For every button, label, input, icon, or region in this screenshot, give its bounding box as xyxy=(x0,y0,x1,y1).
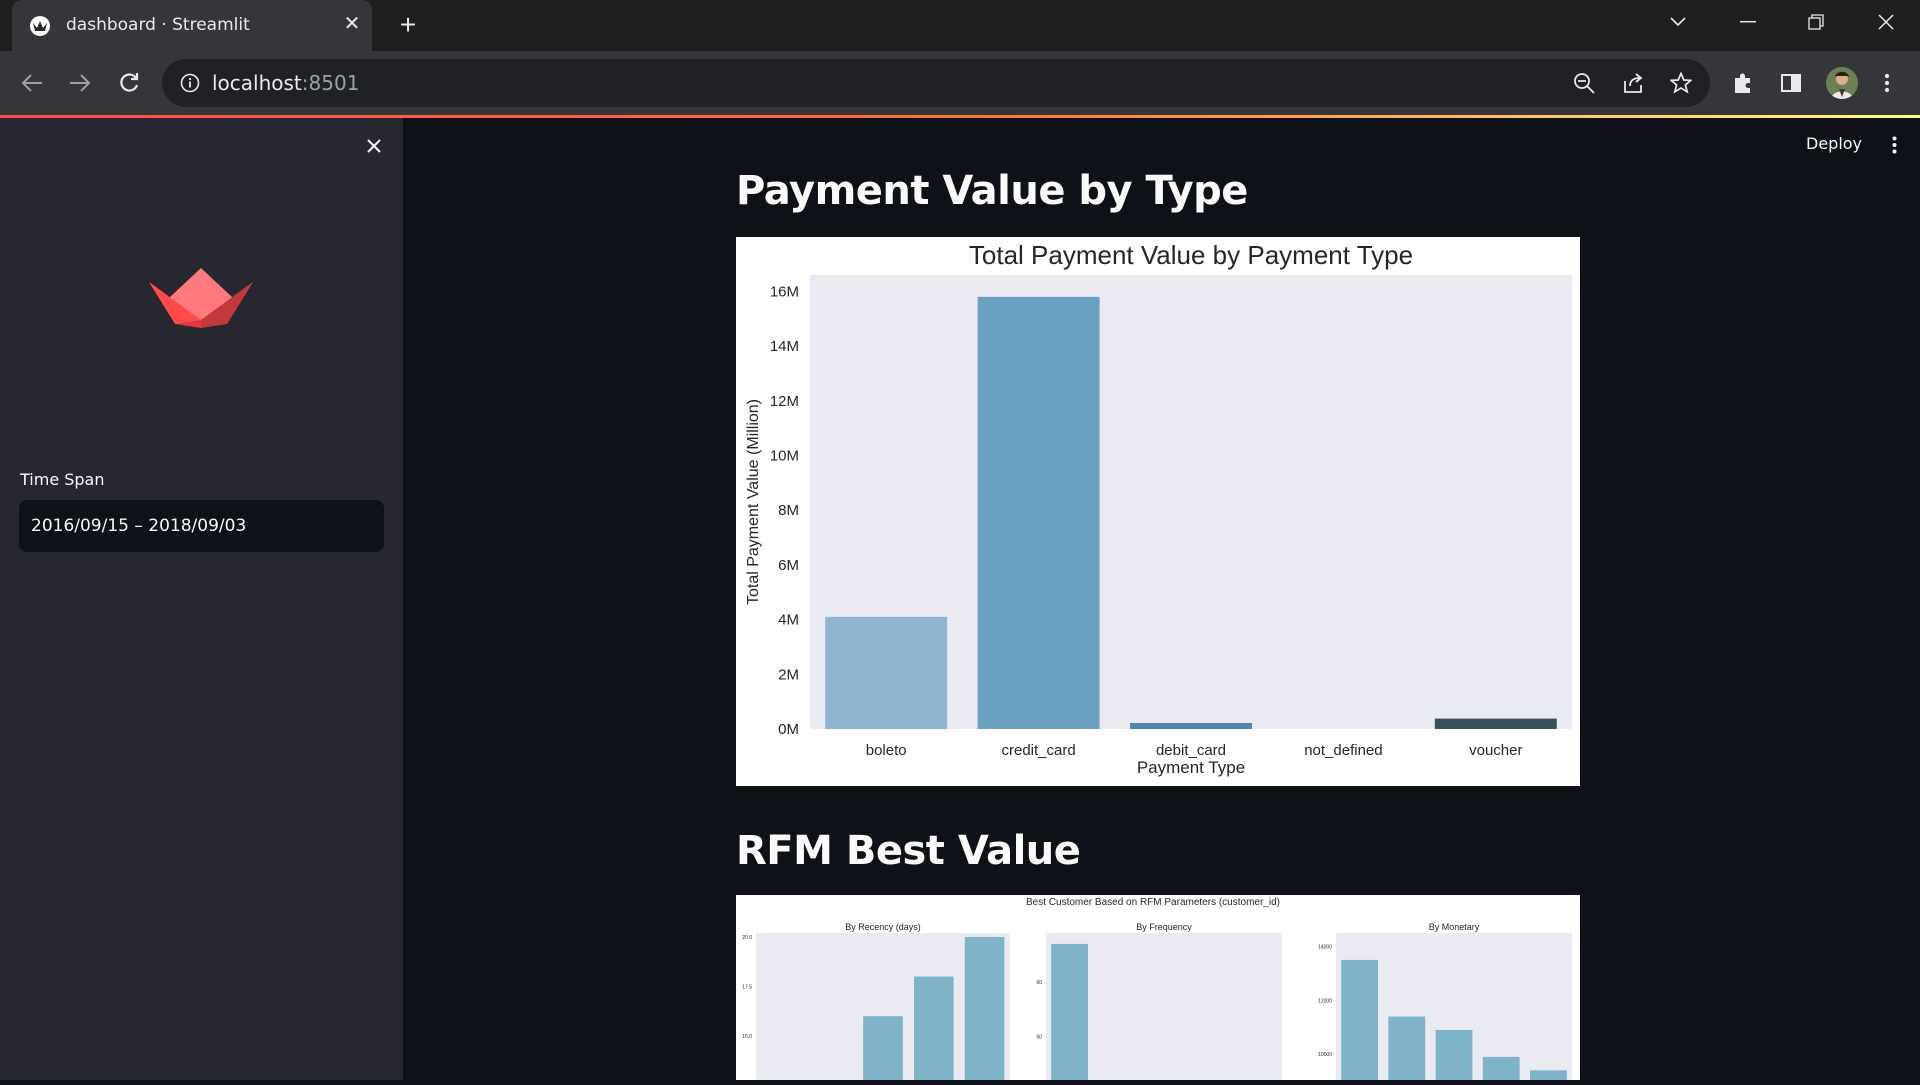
rfm-chart-title: Best Customer Based on RFM Parameters (c… xyxy=(1026,897,1280,908)
y-tick-label: 8M xyxy=(778,502,799,519)
section-title-rfm: RFM Best Value xyxy=(736,828,1081,874)
x-axis-label: Payment Type xyxy=(1137,758,1245,777)
sidebar: Time Span 2016/09/15 – 2018/09/03 xyxy=(0,118,403,1080)
y-tick-label: 14M xyxy=(770,338,799,355)
streamlit-favicon-icon xyxy=(30,16,50,36)
rfm-y-tick-label: 20.0 xyxy=(742,935,752,941)
tab-close-icon[interactable]: ✕ xyxy=(343,13,361,35)
payment-value-bar-chart: Total Payment Value by Payment Type Tota… xyxy=(745,240,1572,777)
bar-voucher xyxy=(1434,718,1557,729)
side-panel-icon[interactable] xyxy=(1779,71,1803,95)
y-tick-label: 16M xyxy=(770,283,799,300)
rfm-y-tick-label: 17.5 xyxy=(742,984,752,990)
bar-credit_card xyxy=(977,296,1100,729)
x-tick-label: voucher xyxy=(1469,742,1522,759)
browser-tab-strip: dashboard · Streamlit ✕ + xyxy=(0,0,1920,51)
rfm-y-tick-label: 10000 xyxy=(1318,1052,1332,1058)
browser-tab[interactable]: dashboard · Streamlit ✕ xyxy=(12,0,372,51)
extensions-puzzle-icon[interactable] xyxy=(1731,71,1755,95)
url-port: :8501 xyxy=(301,71,360,95)
forward-arrow-icon[interactable] xyxy=(64,67,96,99)
streamlit-logo-icon xyxy=(149,268,253,340)
rfm-bar xyxy=(1482,1056,1520,1080)
address-bar[interactable]: localhost:8501 xyxy=(162,59,1710,107)
rfm-bar xyxy=(1341,959,1379,1080)
minimize-button[interactable] xyxy=(1720,0,1776,44)
header-decoration-bar xyxy=(0,115,1920,118)
rfm-chart: Best Customer Based on RFM Parameters (c… xyxy=(736,895,1580,1085)
y-axis-label: Total Payment Value (Million) xyxy=(745,399,762,605)
rfm-bar-charts: Best Customer Based on RFM Parameters (c… xyxy=(742,897,1572,1085)
url-host: localhost xyxy=(212,71,302,95)
y-tick-label: 4M xyxy=(778,612,799,629)
rfm-y-tick-label: 12000 xyxy=(1318,998,1332,1004)
time-span-value: 2016/09/15 – 2018/09/03 xyxy=(31,516,247,536)
reload-icon[interactable] xyxy=(113,67,145,99)
tab-title: dashboard · Streamlit xyxy=(66,15,250,35)
profile-avatar[interactable] xyxy=(1826,67,1858,99)
x-tick-label: debit_card xyxy=(1156,742,1226,759)
new-tab-button[interactable]: + xyxy=(399,9,417,40)
chart-title: Total Payment Value by Payment Type xyxy=(969,240,1413,270)
zoom-out-icon[interactable] xyxy=(1572,71,1596,95)
x-tick-label: credit_card xyxy=(1001,742,1075,759)
rfm-subplot-title: By Frequency xyxy=(1136,922,1192,932)
payment-value-chart: Total Payment Value by Payment Type Tota… xyxy=(736,237,1580,786)
section-title-payment-value: Payment Value by Type xyxy=(736,168,1248,214)
site-info-icon[interactable] xyxy=(180,73,200,93)
x-tick-label: not_defined xyxy=(1304,742,1382,759)
time-span-date-input[interactable]: 2016/09/15 – 2018/09/03 xyxy=(19,500,384,552)
rfm-y-tick-label: 14000 xyxy=(1318,944,1332,950)
rfm-subplot-title: By Recency (days) xyxy=(845,922,921,932)
rfm-bar xyxy=(964,936,1005,1080)
bar-debit_card xyxy=(1130,722,1252,729)
rfm-bar xyxy=(1435,1029,1473,1080)
share-icon[interactable] xyxy=(1621,71,1645,95)
y-tick-label: 12M xyxy=(770,393,799,410)
back-arrow-icon[interactable] xyxy=(16,67,48,99)
x-tick-label: boleto xyxy=(866,742,907,759)
time-span-label: Time Span xyxy=(20,470,105,489)
close-window-button[interactable] xyxy=(1858,0,1914,44)
y-tick-label: 2M xyxy=(778,666,799,683)
rfm-bar xyxy=(1388,1016,1426,1080)
rfm-bar xyxy=(913,976,954,1080)
rfm-y-tick-label: 60 xyxy=(1036,980,1042,986)
bar-boleto xyxy=(825,616,948,729)
bookmark-star-icon[interactable] xyxy=(1669,71,1693,95)
restore-button[interactable] xyxy=(1788,0,1844,44)
rfm-subplot-title: By Monetary xyxy=(1429,922,1480,932)
y-tick-label: 10M xyxy=(770,448,799,465)
url-text: localhost:8501 xyxy=(212,71,359,95)
rfm-bar xyxy=(863,1016,903,1080)
sidebar-close-icon[interactable] xyxy=(362,134,386,158)
rfm-bar xyxy=(1529,1070,1567,1080)
y-tick-label: 6M xyxy=(778,557,799,574)
main-menu-icon[interactable] xyxy=(1884,134,1904,156)
rfm-bar xyxy=(1051,943,1089,1080)
deploy-button[interactable]: Deploy xyxy=(1806,134,1863,153)
browser-toolbar: localhost:8501 xyxy=(0,51,1920,115)
tab-search-chevron-icon[interactable] xyxy=(1650,0,1706,44)
rfm-y-tick-label: 15.0 xyxy=(742,1034,752,1040)
y-tick-label: 0M xyxy=(778,721,799,738)
browser-menu-icon[interactable] xyxy=(1875,71,1899,95)
rfm-y-tick-label: 50 xyxy=(1036,1035,1042,1041)
